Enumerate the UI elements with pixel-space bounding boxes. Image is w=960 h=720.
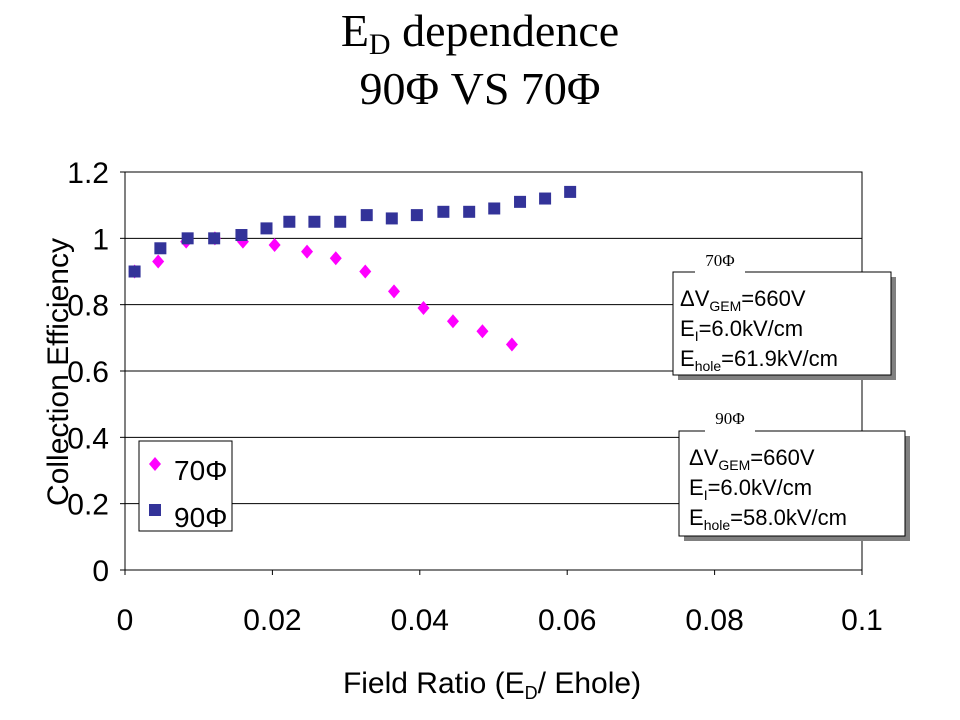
x-tick-label: 0.04 xyxy=(391,604,449,637)
point-70 xyxy=(388,284,401,299)
y-tick-label: 0.8 xyxy=(67,290,109,323)
point-90 xyxy=(260,222,273,235)
point-90 xyxy=(208,232,221,245)
xlabel-part2: / Ehole) xyxy=(538,667,641,700)
x-axis-label: Field Ratio (ED/ Ehole) xyxy=(343,667,641,703)
point-90 xyxy=(235,229,248,242)
legend-marker-90 xyxy=(149,504,161,516)
x-tick-label: 0 xyxy=(117,604,134,637)
point-90 xyxy=(360,209,373,222)
point-90 xyxy=(488,202,501,215)
point-90 xyxy=(463,205,476,218)
y-axis-label: Collection Efficiency xyxy=(42,238,75,506)
point-90 xyxy=(283,215,296,228)
y-tick-label: 1 xyxy=(92,223,109,256)
point-90 xyxy=(437,205,450,218)
annotation-70: 70Φ ΔVGEM=660V EI=6.0kV/cm Ehole=61.9kV/… xyxy=(672,250,896,380)
annotation-70-line3: Ehole=61.9kV/cm xyxy=(680,346,838,374)
x-tick-label: 0.08 xyxy=(685,604,743,637)
point-90 xyxy=(154,242,167,255)
x-tick-label: 0.02 xyxy=(243,604,301,637)
legend-label-90: 90Φ xyxy=(174,502,227,533)
xlabel-sub-d: D xyxy=(525,683,538,703)
point-90 xyxy=(385,212,398,225)
data-marks xyxy=(128,185,577,352)
point-70 xyxy=(476,324,489,339)
x-tick-label: 0.1 xyxy=(841,604,883,637)
legend-label-70: 70Φ xyxy=(174,455,227,486)
y-tick-label: 0.2 xyxy=(67,489,109,522)
chart-title-line2: 90Φ VS 70Φ xyxy=(359,63,601,114)
point-70 xyxy=(359,264,372,279)
y-tick-label: 0.4 xyxy=(67,422,109,455)
point-90 xyxy=(128,265,141,278)
point-90 xyxy=(410,209,423,222)
title-subscript-d: D xyxy=(368,28,391,61)
title-dependence: dependence xyxy=(390,5,620,56)
annotation-70-caption: 70Φ xyxy=(705,251,734,270)
x-tick-label: 0.06 xyxy=(538,604,596,637)
point-90 xyxy=(539,192,552,205)
point-70 xyxy=(268,237,281,252)
legend: 70Φ 90Φ xyxy=(138,440,233,533)
annotation-90: 90Φ ΔVGEM=660V EI=6.0kV/cm Ehole=58.0kV/… xyxy=(678,408,910,541)
point-70 xyxy=(417,300,430,315)
point-70 xyxy=(505,337,518,352)
y-tick-label: 0 xyxy=(92,555,109,588)
chart-title-line1: ED dependence xyxy=(0,5,960,60)
point-70 xyxy=(301,244,314,259)
annotation-70-line2: EI=6.0kV/cm xyxy=(680,316,803,344)
point-90 xyxy=(308,215,321,228)
y-tick-label: 1.2 xyxy=(67,157,109,190)
annotation-70-line1: ΔVGEM=660V xyxy=(680,286,806,314)
annotation-90-line1: ΔVGEM=660V xyxy=(689,445,815,473)
point-90 xyxy=(334,215,347,228)
title-e: E xyxy=(340,5,369,56)
point-70 xyxy=(446,314,459,329)
annotation-90-line3: Ehole=58.0kV/cm xyxy=(689,505,847,533)
point-90 xyxy=(181,232,194,245)
point-70 xyxy=(152,254,165,269)
legend-marker-70 xyxy=(149,457,161,471)
point-70 xyxy=(329,251,342,266)
tick-labels: 0 0.2 0.4 0.6 0.8 1 1.2 0 0.02 0.04 0.06 0.08 0.1 xyxy=(67,157,883,637)
y-tick-label: 0.6 xyxy=(67,356,109,389)
point-90 xyxy=(564,185,577,198)
xlabel-part1: Field Ratio (E xyxy=(343,667,525,700)
annotation-90-line2: EI=6.0kV/cm xyxy=(689,475,812,503)
annotation-90-caption: 90Φ xyxy=(715,409,744,428)
point-90 xyxy=(514,195,527,208)
